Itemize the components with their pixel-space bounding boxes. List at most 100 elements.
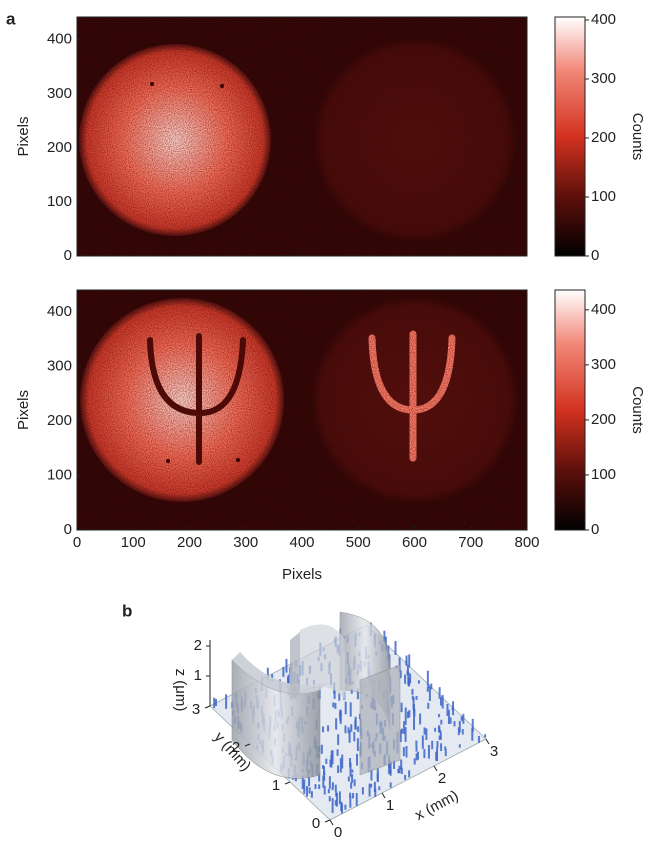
voxel	[401, 728, 404, 734]
voxel	[353, 779, 356, 787]
y-tick-label: 0	[312, 815, 320, 832]
voxel	[405, 746, 408, 758]
voxel	[331, 787, 334, 791]
voxel	[214, 698, 217, 706]
voxel	[344, 701, 347, 715]
voxel	[458, 744, 461, 748]
voxel	[430, 683, 433, 690]
voxel	[357, 726, 360, 732]
voxel	[415, 753, 418, 761]
z-tick-label: 2	[194, 637, 202, 654]
voxel	[308, 787, 311, 794]
x-axis-label: x (mm)	[412, 787, 461, 824]
voxel	[425, 728, 428, 741]
colorbar-label: Counts	[629, 386, 646, 434]
y-tick-label: 200	[47, 412, 72, 429]
z-axis-label: z (μm)	[172, 669, 189, 712]
voxel	[327, 725, 330, 732]
voxel	[453, 721, 456, 727]
voxel	[337, 765, 340, 773]
voxel	[444, 746, 447, 750]
voxel	[350, 688, 353, 694]
voxel	[462, 713, 465, 724]
tick-mark	[244, 743, 251, 747]
voxel	[452, 701, 455, 716]
voxel	[404, 674, 407, 684]
voxel	[370, 769, 373, 781]
voxel	[376, 772, 379, 781]
voxel	[406, 665, 409, 673]
y-tick-label: 300	[47, 357, 72, 374]
voxel	[394, 640, 397, 655]
voxel	[355, 793, 358, 807]
voxel	[318, 772, 321, 782]
voxel	[323, 766, 326, 776]
voxel	[403, 721, 406, 734]
voxel	[471, 718, 474, 732]
x-tick-label: 300	[233, 534, 258, 551]
voxel	[356, 688, 359, 700]
voxel	[446, 703, 449, 716]
voxel	[426, 670, 429, 686]
voxel	[213, 697, 216, 709]
voxel	[352, 793, 355, 799]
voxel	[399, 670, 402, 679]
voxel	[431, 740, 434, 750]
voxel	[412, 704, 415, 715]
voxel	[421, 735, 424, 749]
x-axis-label: Pixels	[282, 566, 322, 583]
voxel	[404, 707, 407, 722]
voxel	[353, 731, 356, 742]
voxel	[378, 786, 381, 791]
x-tick-label: 1	[386, 797, 394, 814]
voxel	[332, 702, 335, 708]
voxel	[405, 655, 408, 666]
voxel	[347, 776, 350, 782]
x-tick-label: 800	[514, 534, 539, 551]
voxel	[389, 782, 392, 788]
voxel	[423, 727, 426, 735]
voxel	[338, 692, 341, 701]
voxel	[354, 719, 357, 730]
x-tick-label: 2	[438, 770, 446, 787]
y-tick-label: 400	[47, 303, 72, 320]
colorbar-tick-label: 0	[591, 521, 599, 538]
voxel	[334, 800, 337, 806]
voxel	[320, 744, 323, 754]
voxel	[349, 702, 352, 717]
voxel	[449, 717, 452, 724]
voxel	[427, 702, 430, 709]
voxel	[335, 793, 338, 807]
voxel	[301, 775, 304, 789]
y-tick-label: 3	[192, 701, 200, 718]
voxel	[331, 798, 334, 813]
voxel	[402, 747, 405, 757]
tick-mark	[485, 738, 490, 745]
y-tick-label: 100	[47, 193, 72, 210]
voxel	[434, 727, 437, 732]
voxel	[404, 774, 407, 780]
colorbar-tick-label: 300	[591, 70, 616, 87]
voxel	[419, 713, 422, 725]
colorbar-tick-label: 0	[591, 247, 599, 264]
voxel	[383, 630, 386, 643]
voxel	[331, 750, 334, 765]
voxel	[350, 724, 353, 732]
voxel	[318, 784, 321, 790]
voxel	[417, 680, 420, 684]
voxel	[409, 673, 412, 684]
voxel	[282, 666, 285, 677]
voxel	[340, 803, 343, 814]
voxel	[413, 715, 416, 730]
voxel	[458, 720, 461, 733]
image	[77, 17, 527, 256]
voxel	[412, 697, 415, 710]
voxel	[338, 791, 341, 805]
voxel	[344, 804, 347, 810]
voxel	[225, 694, 228, 709]
x-tick-label: 0	[73, 534, 81, 551]
voxel	[484, 734, 487, 738]
voxel	[333, 689, 336, 699]
x-tick-label: 3	[490, 743, 498, 760]
